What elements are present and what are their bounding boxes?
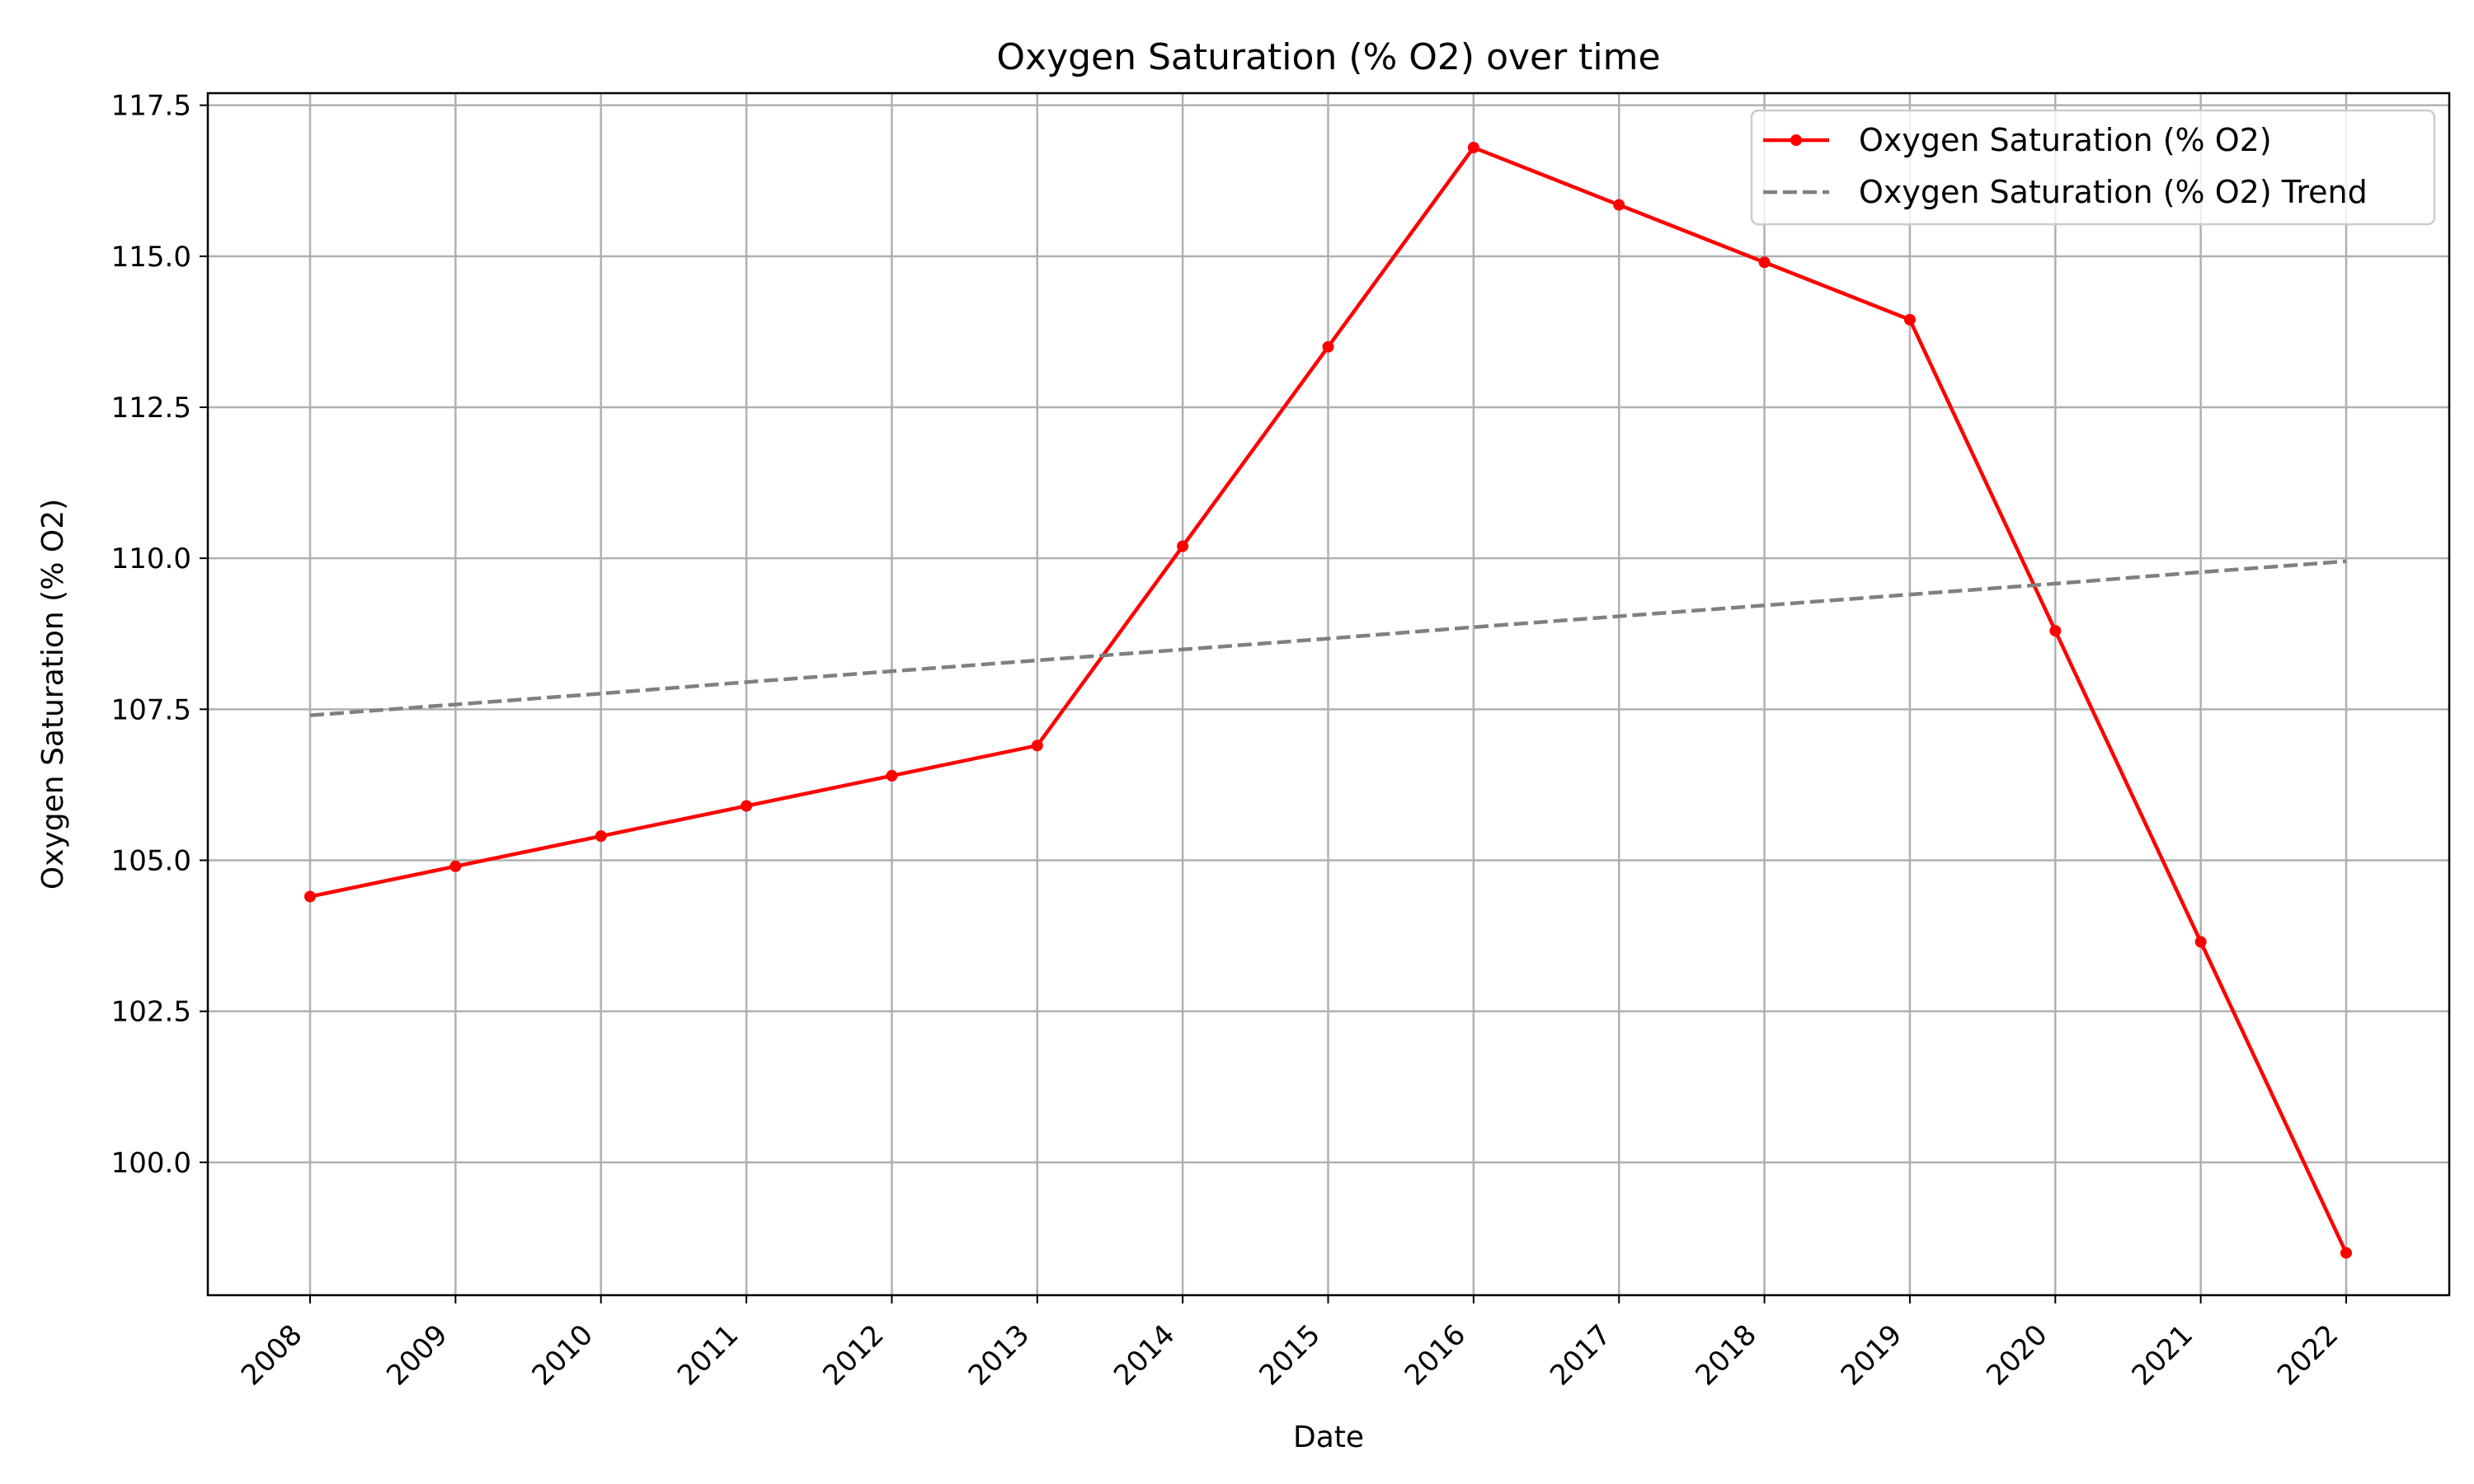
y-tick-label: 100.0	[111, 1147, 191, 1180]
data-point	[1031, 740, 1043, 752]
grid-layer	[208, 93, 2449, 1295]
trend-line	[309, 559, 2347, 717]
data-point	[886, 769, 898, 782]
series-layer	[304, 141, 2352, 1259]
data-point	[304, 890, 316, 903]
y-tick-label: 115.0	[111, 241, 191, 274]
data-point	[1613, 199, 1625, 211]
y-tick-label: 110.0	[111, 542, 191, 575]
data-point	[449, 860, 462, 872]
chart-title: Oxygen Saturation (% O2) over time	[996, 36, 1660, 78]
data-point	[595, 830, 607, 843]
y-axis-title: Oxygen Saturation (% O2)	[36, 499, 70, 890]
data-point	[1322, 340, 1334, 353]
legend: Oxygen Saturation (% O2) Oxygen Saturatio…	[1750, 109, 2436, 226]
y-tick-label: 107.5	[111, 693, 191, 726]
legend-marker	[1790, 134, 1802, 146]
data-point	[1903, 313, 1916, 326]
y-tick-label: 112.5	[111, 392, 191, 425]
data-point	[2340, 1247, 2352, 1259]
legend-box	[1750, 109, 2436, 226]
y-tick-label: 102.5	[111, 996, 191, 1029]
y-tick-label: 105.0	[111, 844, 191, 877]
data-point	[1177, 540, 1189, 552]
data-point	[2049, 625, 2062, 637]
y-tick-label: 117.5	[111, 90, 191, 123]
x-axis-title: Date	[1293, 1421, 1364, 1454]
data-point	[1758, 256, 1771, 269]
data-point	[741, 800, 753, 812]
data-point	[1467, 141, 1479, 153]
legend-label: Oxygen Saturation (% O2)	[1859, 122, 2272, 158]
data-point	[2194, 936, 2207, 948]
legend-label: Oxygen Saturation (% O2) Trend	[1859, 174, 2368, 210]
